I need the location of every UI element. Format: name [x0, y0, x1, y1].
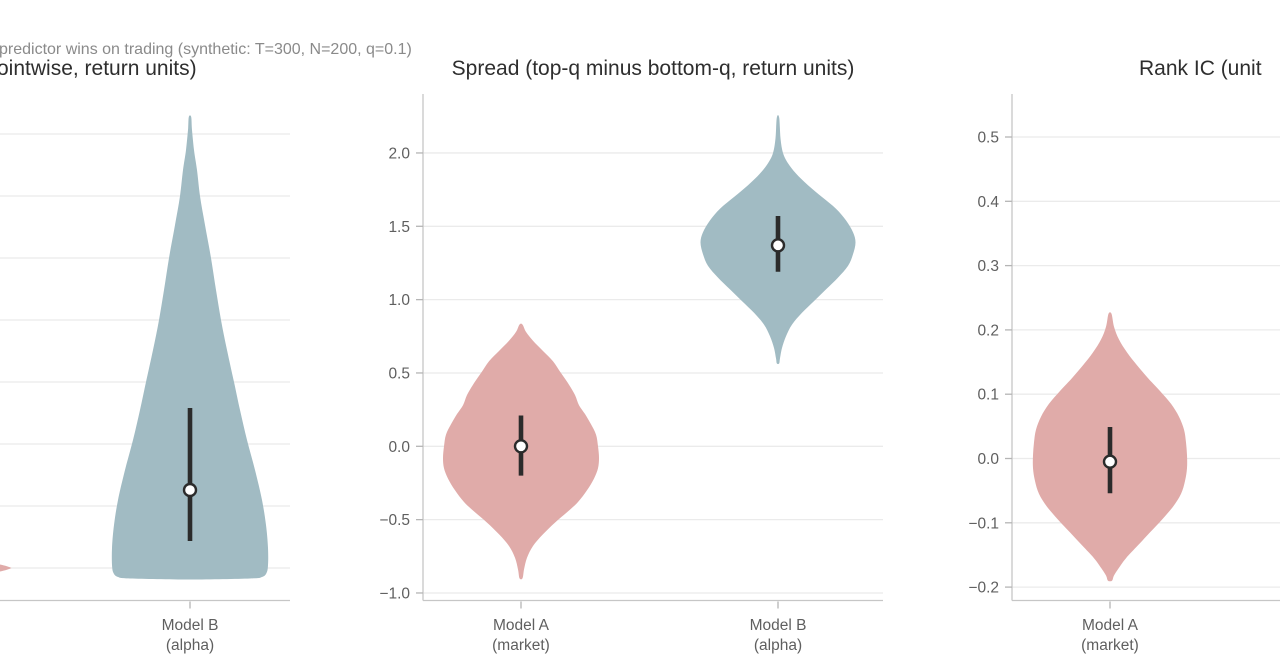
y-tick-label: 0.2: [977, 322, 999, 339]
y-tick-label: 0.0: [977, 451, 999, 468]
x-category-label-line2: (alpha): [166, 637, 214, 654]
y-tick-label: −0.2: [968, 580, 999, 597]
x-category-label-line2: (alpha): [754, 637, 802, 654]
violin-model_b: [111, 115, 269, 580]
panel-title-spread: Spread (top-q minus bottom-q, return uni…: [451, 57, 855, 80]
median-dot: [182, 482, 198, 498]
y-tick-label: 0.5: [977, 130, 999, 147]
x-category-label-line2: (market): [492, 637, 550, 654]
x-category-label-line1: Model A: [493, 617, 550, 634]
x-category-label-line2: (market): [1081, 637, 1139, 654]
median-dot: [770, 238, 786, 253]
x-category-label-line1: Model B: [750, 617, 807, 634]
panel-title-left: ointwise, return units): [0, 57, 197, 80]
panel-title-rank-ic: Rank IC (unit: [1139, 57, 1262, 80]
y-tick-label: 0.5: [388, 365, 410, 382]
figure-suptitle: predictor wins on trading (synthetic: T=…: [0, 41, 412, 58]
y-tick-label: 0.3: [977, 258, 999, 275]
y-tick-label: 1.5: [388, 219, 410, 236]
y-tick-label: −0.1: [968, 515, 999, 532]
median-dot: [1102, 454, 1118, 469]
y-tick-label: −0.5: [379, 512, 410, 529]
clipped-violin-sliver: [0, 564, 12, 572]
x-category-label-line1: Model B: [162, 617, 219, 634]
median-dot: [513, 439, 529, 454]
y-tick-label: 0.4: [977, 194, 999, 211]
y-tick-label: 2.0: [388, 145, 410, 162]
x-category-label-line1: Model A: [1082, 617, 1139, 634]
y-tick-label: −1.0: [379, 585, 410, 602]
y-tick-label: 1.0: [388, 292, 410, 309]
y-tick-label: 0.1: [977, 387, 999, 404]
y-tick-label: 0.0: [388, 439, 410, 456]
